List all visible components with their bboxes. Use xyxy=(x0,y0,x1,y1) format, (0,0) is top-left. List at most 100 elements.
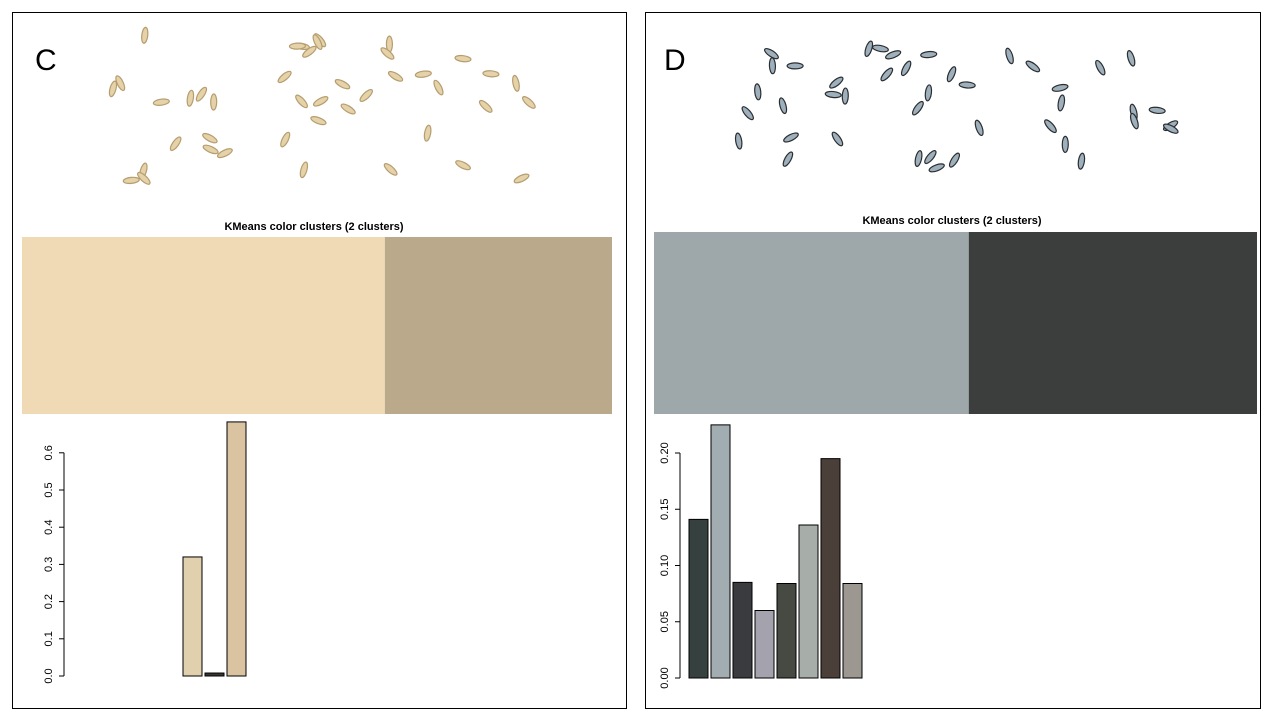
y-tick-label: 0.2 xyxy=(43,594,55,609)
bar xyxy=(226,421,247,677)
cluster-swatch xyxy=(22,237,385,414)
fish xyxy=(924,150,937,165)
fish xyxy=(414,70,432,78)
fish xyxy=(455,160,471,171)
y-tick-label: 0.5 xyxy=(43,482,55,497)
fish xyxy=(137,171,151,185)
fish xyxy=(302,45,317,58)
cluster-swatch xyxy=(654,232,969,414)
y-tick-label: 0.00 xyxy=(659,667,671,688)
bar xyxy=(204,672,225,677)
y-tick-label: 0.20 xyxy=(659,442,671,463)
cluster-swatch xyxy=(968,232,1257,414)
fish xyxy=(914,150,923,167)
fish xyxy=(1025,60,1041,73)
fish-images xyxy=(108,26,1179,185)
fish xyxy=(478,99,493,113)
bar xyxy=(820,458,841,679)
fish xyxy=(359,88,374,102)
fish xyxy=(186,89,195,107)
fish xyxy=(1148,106,1166,115)
fish xyxy=(734,132,743,150)
fish xyxy=(920,50,938,59)
fish xyxy=(1061,135,1069,153)
fish xyxy=(928,163,945,173)
fish xyxy=(340,103,356,115)
y-tick-label: 0.4 xyxy=(43,520,55,535)
fish xyxy=(383,163,398,176)
y-tick-label: 0.15 xyxy=(659,499,671,520)
fish xyxy=(288,42,307,50)
fish xyxy=(277,70,292,84)
fish xyxy=(1126,50,1136,67)
fish xyxy=(310,116,327,126)
panel-label: C xyxy=(35,44,57,77)
bar xyxy=(732,581,753,679)
fish xyxy=(513,173,530,184)
fish xyxy=(946,66,957,83)
fish xyxy=(522,96,536,109)
fish xyxy=(195,86,208,102)
y-tick-label: 0.3 xyxy=(43,557,55,572)
fish xyxy=(169,136,182,152)
fish xyxy=(948,152,961,168)
fish xyxy=(122,176,140,185)
fish xyxy=(829,76,844,89)
bar xyxy=(754,610,775,679)
fish xyxy=(924,84,933,102)
fish xyxy=(216,148,233,159)
fish xyxy=(115,75,126,92)
fish xyxy=(210,93,218,111)
fish xyxy=(958,81,976,89)
fish xyxy=(880,67,894,82)
fish xyxy=(783,132,799,143)
fish xyxy=(864,40,874,58)
y-tick-label: 0.6 xyxy=(43,445,55,460)
fish xyxy=(299,161,309,179)
fish xyxy=(1129,112,1139,130)
fish xyxy=(512,74,520,92)
fish xyxy=(841,87,849,105)
bar xyxy=(776,583,797,679)
fish xyxy=(312,34,323,51)
fish xyxy=(280,131,291,148)
fish xyxy=(380,47,395,60)
fish xyxy=(911,100,924,116)
fish xyxy=(423,124,432,142)
y-tick-label: 0.1 xyxy=(43,631,55,646)
fish xyxy=(295,94,308,109)
fish xyxy=(741,106,754,121)
bar xyxy=(842,583,863,679)
fish xyxy=(768,57,777,75)
fish xyxy=(312,96,329,107)
fish xyxy=(387,70,404,82)
fish xyxy=(482,70,500,78)
fish xyxy=(871,44,889,53)
bar xyxy=(798,524,819,679)
fish xyxy=(763,48,779,60)
cluster-title: KMeans color clusters (2 clusters) xyxy=(862,215,1041,227)
cluster-swatch xyxy=(384,237,612,414)
fish xyxy=(782,151,794,167)
cluster-title: KMeans color clusters (2 clusters) xyxy=(224,221,403,233)
fish xyxy=(202,132,218,144)
fish xyxy=(202,144,219,155)
fish xyxy=(778,97,788,115)
fish xyxy=(108,80,118,98)
y-tick-label: 0.05 xyxy=(659,611,671,632)
fish xyxy=(1057,94,1066,112)
fish xyxy=(754,83,762,101)
fish xyxy=(1005,47,1014,65)
fish xyxy=(1095,59,1106,76)
fish xyxy=(831,131,844,147)
fish xyxy=(885,50,902,60)
bar xyxy=(710,424,731,679)
fish xyxy=(152,98,170,106)
fish xyxy=(1051,83,1069,92)
fish xyxy=(1044,119,1057,134)
fish xyxy=(334,79,351,90)
fish xyxy=(824,90,842,99)
y-tick-label: 0.10 xyxy=(659,555,671,576)
fish xyxy=(454,54,472,63)
